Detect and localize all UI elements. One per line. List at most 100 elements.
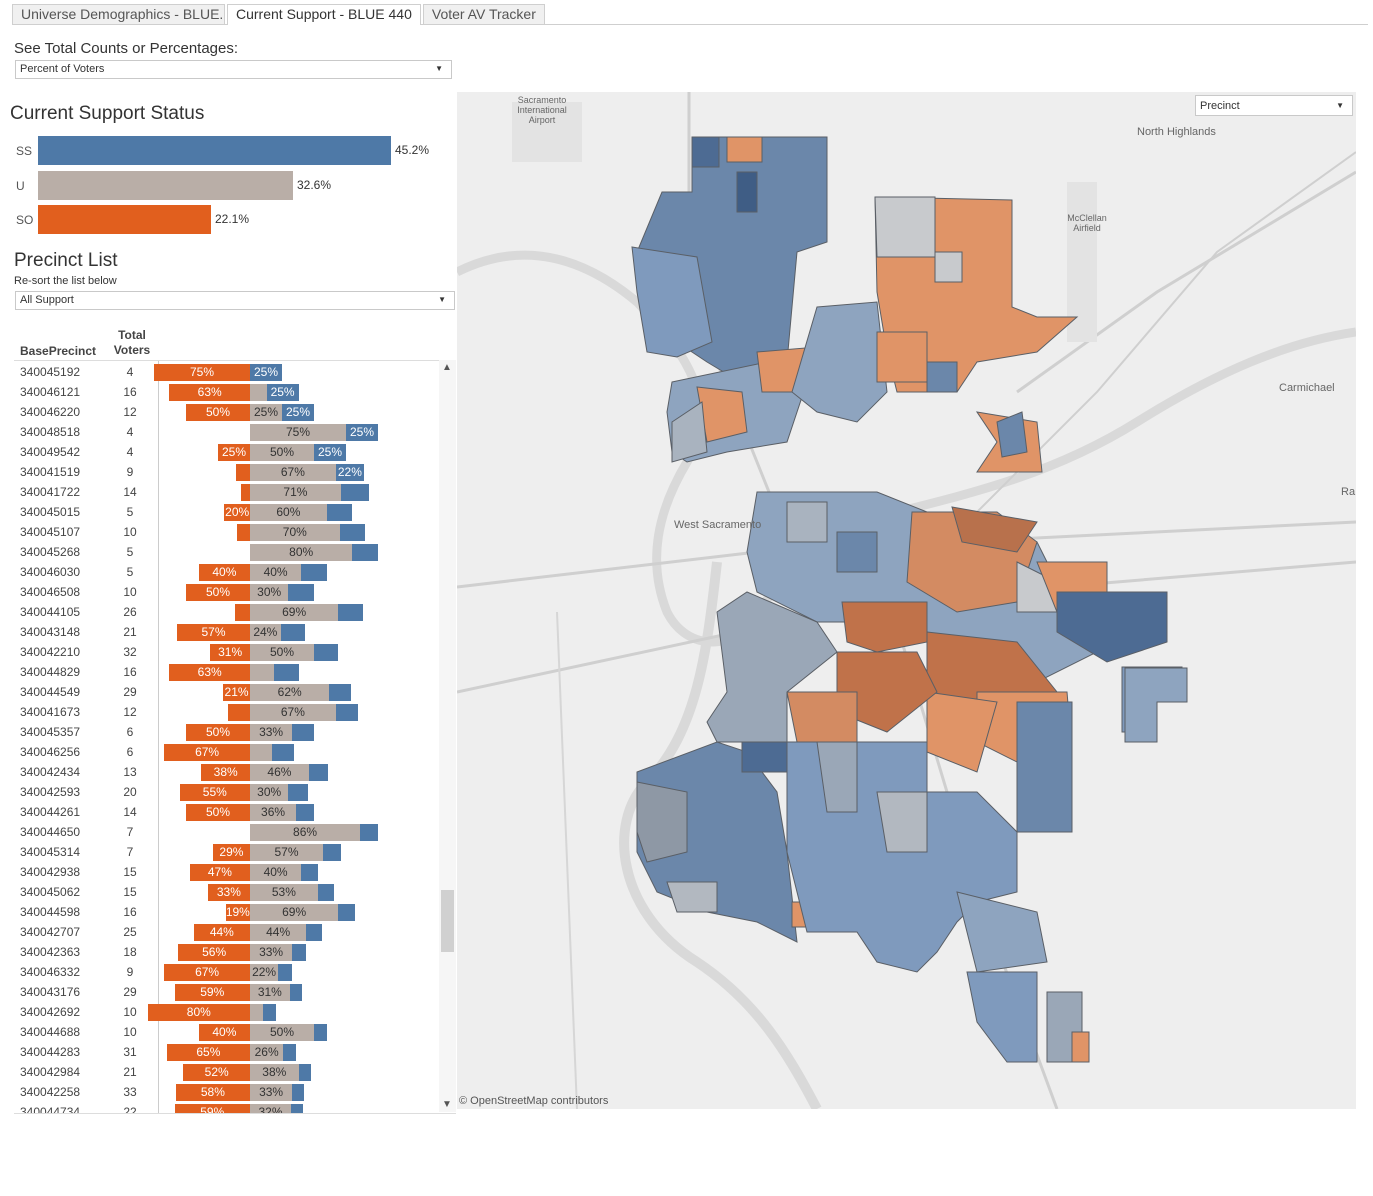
counts-percent-dropdown[interactable]: Percent of Voters ▼: [15, 60, 452, 79]
table-row[interactable]: 340049542 4 25% 50% 25%: [14, 442, 439, 462]
support-segment-u[interactable]: 33%: [250, 944, 293, 961]
support-segment-u[interactable]: 69%: [250, 604, 339, 621]
support-segment-so[interactable]: 67%: [164, 744, 250, 761]
precinct-region[interactable]: [691, 136, 720, 168]
precinct-region[interactable]: [876, 791, 928, 853]
precinct-region[interactable]: [926, 361, 958, 393]
table-row[interactable]: 340042593 20 55% 30%: [14, 782, 439, 802]
support-segment-ss[interactable]: [323, 844, 341, 861]
support-segment-u[interactable]: 32%: [250, 1104, 291, 1113]
support-segment-so[interactable]: 63%: [169, 384, 250, 401]
support-segment-so[interactable]: 50%: [186, 404, 250, 421]
table-row[interactable]: 340041673 12 67%: [14, 702, 439, 722]
support-segment-so[interactable]: 50%: [186, 724, 250, 741]
support-segment-ss[interactable]: [296, 804, 314, 821]
precinct-region[interactable]: [726, 136, 763, 163]
support-segment-u[interactable]: 53%: [250, 884, 318, 901]
support-segment-ss[interactable]: [278, 964, 293, 981]
table-row[interactable]: 340045314 7 29% 57%: [14, 842, 439, 862]
support-segment-u[interactable]: 67%: [250, 464, 336, 481]
support-segment-so[interactable]: 55%: [179, 784, 250, 801]
support-segment-so[interactable]: 75%: [154, 364, 250, 381]
support-segment-u[interactable]: 30%: [250, 584, 289, 601]
table-row[interactable]: 340046030 5 40% 40%: [14, 562, 439, 582]
support-segment-so[interactable]: 56%: [178, 944, 250, 961]
support-segment-u[interactable]: 40%: [250, 864, 302, 881]
table-row[interactable]: 340042692 10 80%: [14, 1002, 439, 1022]
precinct-region[interactable]: [966, 971, 1038, 1063]
scroll-down-icon[interactable]: ▼: [442, 1099, 452, 1110]
table-row[interactable]: 340041519 9 67% 22%: [14, 462, 439, 482]
support-segment-u[interactable]: 33%: [250, 1084, 293, 1101]
precinct-region[interactable]: [874, 196, 936, 258]
table-row[interactable]: 340043176 29 59% 31%: [14, 982, 439, 1002]
support-segment-so[interactable]: 58%: [175, 1084, 250, 1101]
support-segment-ss[interactable]: [338, 904, 355, 921]
support-segment-so[interactable]: 25%: [218, 444, 250, 461]
precinct-region[interactable]: [996, 411, 1028, 458]
precinct-region[interactable]: [1056, 591, 1168, 663]
support-segment-ss[interactable]: [301, 564, 327, 581]
support-segment-ss[interactable]: [298, 1064, 312, 1081]
support-segment-ss[interactable]: [283, 1044, 297, 1061]
support-segment-u[interactable]: [250, 744, 272, 761]
support-segment-ss[interactable]: 25%: [314, 444, 346, 461]
support-segment-u[interactable]: 50%: [250, 444, 314, 461]
support-segment-ss[interactable]: [360, 824, 378, 841]
support-segment-so[interactable]: 52%: [183, 1064, 250, 1081]
table-row[interactable]: 340044829 16 63%: [14, 662, 439, 682]
support-segment-ss[interactable]: 25%: [266, 384, 299, 401]
support-segment-ss[interactable]: [317, 884, 335, 901]
table-row[interactable]: 340041722 14 71%: [14, 482, 439, 502]
support-segment-so[interactable]: 80%: [147, 1004, 250, 1021]
table-row[interactable]: 340042210 32 31% 50%: [14, 642, 439, 662]
support-segment-so[interactable]: 59%: [174, 984, 250, 1001]
table-row[interactable]: 340046332 9 67% 22%: [14, 962, 439, 982]
support-bar-u[interactable]: [38, 171, 293, 200]
column-header-total-voters[interactable]: Total Voters: [110, 328, 154, 358]
support-segment-ss[interactable]: [292, 1084, 304, 1101]
support-segment-ss[interactable]: [338, 604, 363, 621]
support-segment-ss[interactable]: 25%: [250, 364, 282, 381]
support-segment-so[interactable]: [228, 704, 250, 721]
support-segment-u[interactable]: 38%: [250, 1064, 299, 1081]
support-segment-u[interactable]: 50%: [250, 1024, 314, 1041]
table-row[interactable]: 340042434 13 38% 46%: [14, 762, 439, 782]
support-segment-so[interactable]: 19%: [225, 904, 250, 921]
resort-dropdown[interactable]: All Support ▼: [15, 291, 455, 310]
table-row[interactable]: 340045357 6 50% 33%: [14, 722, 439, 742]
support-segment-so[interactable]: 29%: [212, 844, 250, 861]
support-segment-so[interactable]: 38%: [201, 764, 250, 781]
column-header-precinct[interactable]: BasePrecinct: [20, 344, 97, 358]
table-row[interactable]: 340044549 29 21% 62%: [14, 682, 439, 702]
support-segment-ss[interactable]: [314, 1024, 327, 1041]
precinct-region[interactable]: [926, 691, 998, 773]
support-segment-u[interactable]: 80%: [250, 544, 353, 561]
support-segment-u[interactable]: 44%: [250, 924, 307, 941]
support-segment-u[interactable]: 62%: [250, 684, 330, 701]
support-segment-ss[interactable]: [280, 624, 305, 641]
table-row[interactable]: 340044688 10 40% 50%: [14, 1022, 439, 1042]
table-row[interactable]: 340043148 21 57% 24%: [14, 622, 439, 642]
support-segment-u[interactable]: 40%: [250, 564, 302, 581]
table-row[interactable]: 340044650 7 86%: [14, 822, 439, 842]
precinct-region[interactable]: [836, 531, 878, 573]
support-segment-ss[interactable]: [271, 744, 294, 761]
support-segment-ss[interactable]: [291, 1104, 303, 1113]
support-segment-so[interactable]: 20%: [224, 504, 250, 521]
table-row[interactable]: 340045192 4 75% 25%: [14, 362, 439, 382]
support-segment-ss[interactable]: [262, 1004, 276, 1021]
precinct-region[interactable]: [791, 301, 888, 423]
support-segment-so[interactable]: 63%: [169, 664, 250, 681]
precinct-region[interactable]: [841, 601, 928, 653]
support-segment-ss[interactable]: [289, 984, 303, 1001]
precinct-region[interactable]: [876, 331, 928, 383]
support-segment-u[interactable]: 71%: [250, 484, 341, 501]
precinct-region[interactable]: [956, 891, 1048, 973]
support-segment-ss[interactable]: [340, 484, 370, 501]
support-segment-u[interactable]: 57%: [250, 844, 323, 861]
support-bar-ss[interactable]: [38, 136, 391, 165]
tab-universe-demographics[interactable]: Universe Demographics - BLUE...: [12, 4, 225, 24]
precinct-map[interactable]: North Highlands Carmichael West Sacramen…: [457, 92, 1356, 1109]
tab-current-support[interactable]: Current Support - BLUE 440: [227, 4, 421, 25]
